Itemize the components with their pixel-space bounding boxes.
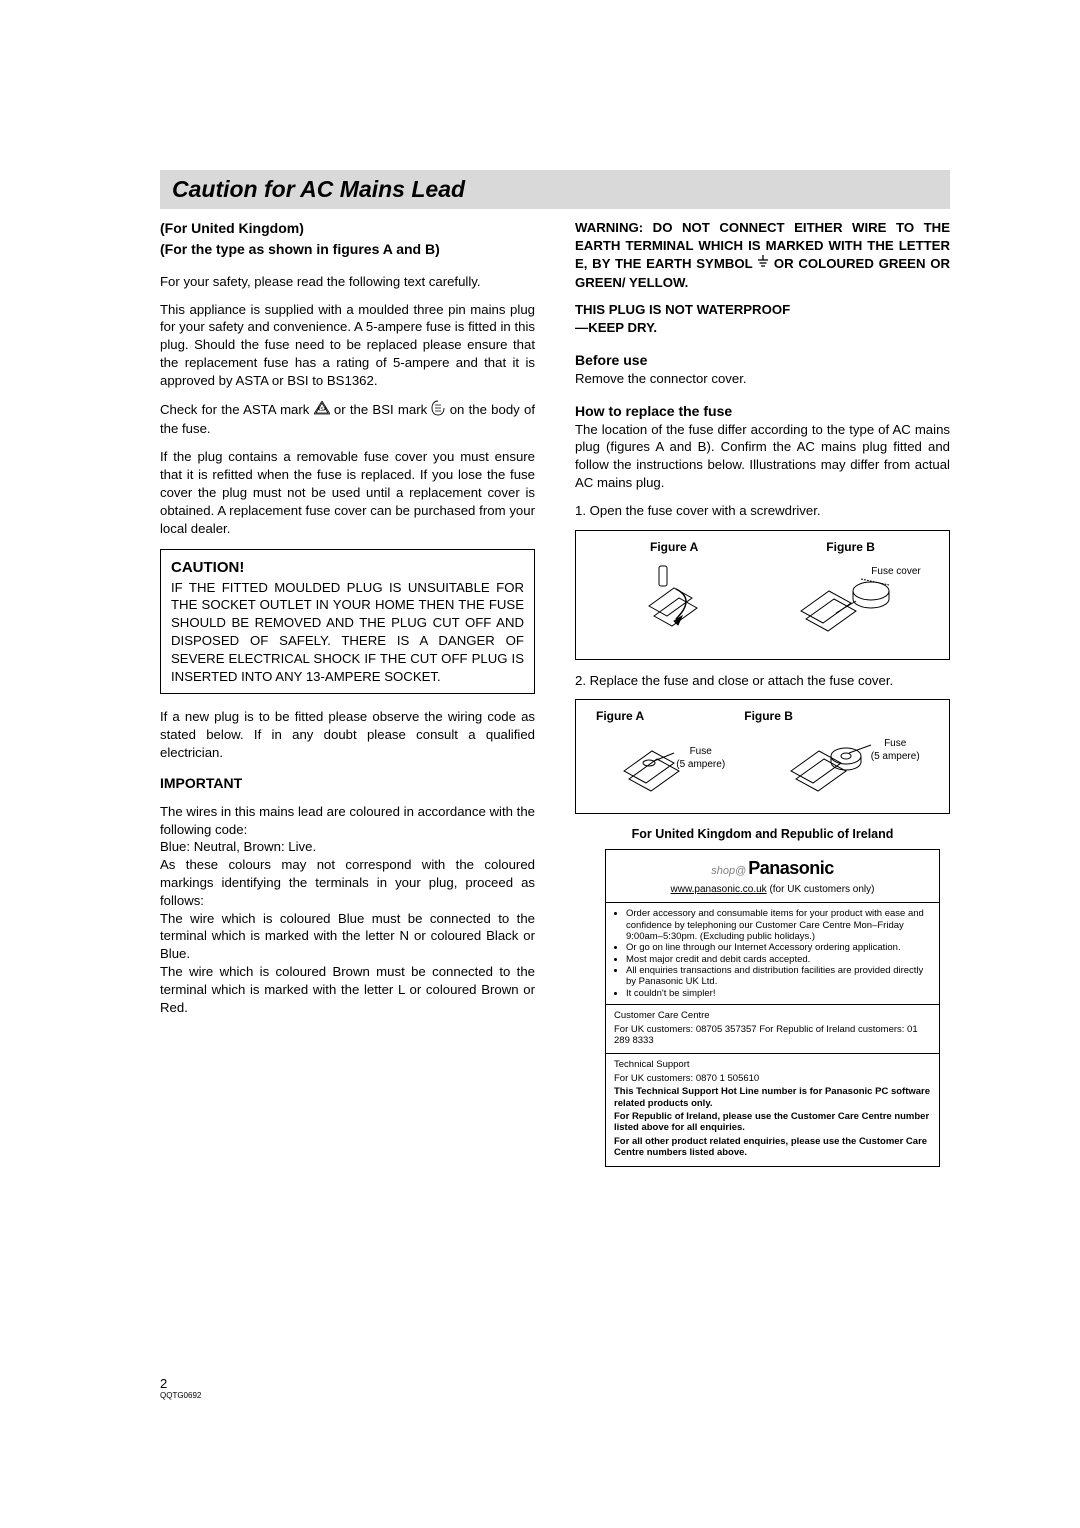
fig-a-label-2: Figure A <box>596 708 644 724</box>
list-item: Order accessory and consumable items for… <box>626 908 931 942</box>
para-notcorrespond: As these colours may not correspond with… <box>160 856 535 909</box>
before-use-heading: Before use <box>575 352 647 368</box>
caution-body: IF THE FITTED MOULDED PLUG IS UNSUITABLE… <box>171 580 524 684</box>
figure-box-2: Figure A Figure B Fuse (5 <box>575 699 950 814</box>
plug-figure-b2-icon: Fuse (5 ampere) <box>771 731 921 806</box>
right-column: WARNING: DO NOT CONNECT EITHER WIRE TO T… <box>575 219 950 1167</box>
replace-heading: How to replace the fuse <box>575 402 950 421</box>
bsi-mark-icon <box>431 400 445 421</box>
caution-box: CAUTION! IF THE FITTED MOULDED PLUG IS U… <box>160 549 535 694</box>
step-2: 2. Replace the fuse and close or attach … <box>575 672 950 690</box>
para-brown: The wire which is coloured Brown must be… <box>160 963 535 1016</box>
subtitle-1: (For United Kingdom) <box>160 219 535 238</box>
ts-heading: Technical Support <box>614 1059 931 1070</box>
ts-other: For all other product related enquiries,… <box>614 1136 931 1159</box>
list-item: Or go on line through our Internet Acces… <box>626 942 931 953</box>
ts-roi: For Republic of Ireland, please use the … <box>614 1111 931 1134</box>
step-1: 1. Open the fuse cover with a screwdrive… <box>575 502 950 520</box>
before-use-block: Before use Remove the connector cover. <box>575 351 950 388</box>
uk-ireland-heading: For United Kingdom and Republic of Irela… <box>575 826 950 843</box>
warning-block: WARNING: DO NOT CONNECT EITHER WIRE TO T… <box>575 219 950 291</box>
fig-a-label-1: Figure A <box>650 539 698 555</box>
para-check-mark: Check for the ASTA mark ASA or the BSI m… <box>160 400 535 439</box>
plug-dry-1: THIS PLUG IS NOT WATERPROOF <box>575 302 790 317</box>
info-box: shop@Panasonic www.panasonic.co.uk (for … <box>605 849 940 1166</box>
caution-title: CAUTION! <box>171 558 524 578</box>
fuse-cover-label: Fuse cover <box>871 565 920 579</box>
plug-figure-a2-icon: Fuse (5 ampere) <box>604 731 734 806</box>
list-item: It couldn't be simpler! <box>626 988 931 999</box>
ts-uk-number: For UK customers: 0870 1 505610 <box>614 1073 931 1084</box>
check-text-a: Check for the ASTA mark <box>160 402 314 417</box>
para-blue: The wire which is coloured Blue must be … <box>160 910 535 963</box>
left-column: (For United Kingdom) (For the type as sh… <box>160 219 535 1167</box>
list-item: Most major credit and debit cards accept… <box>626 954 931 965</box>
para-safety: For your safety, please read the followi… <box>160 273 535 291</box>
page-footer: 2 QQTG0692 <box>160 1376 201 1400</box>
fig-b-label-2: Figure B <box>744 708 793 724</box>
doc-code: QQTG0692 <box>160 1391 201 1400</box>
two-column-layout: (For United Kingdom) (For the type as sh… <box>160 219 950 1167</box>
tech-support-section: Technical Support For UK customers: 0870… <box>606 1053 939 1165</box>
figure-box-1: Figure A Figure B <box>575 530 950 660</box>
title-bar: Caution for AC Mains Lead <box>160 170 950 209</box>
fuse-label-a: Fuse (5 ampere) <box>676 745 725 772</box>
important-heading: IMPORTANT <box>160 774 535 793</box>
subtitle-2: (For the type as shown in figures A and … <box>160 240 535 259</box>
plug-figure-b1-icon: Fuse cover <box>771 561 921 651</box>
page-number: 2 <box>160 1376 201 1391</box>
check-text-b: or the BSI mark <box>334 402 432 417</box>
ts-hotline: This Technical Support Hot Line number i… <box>614 1086 931 1109</box>
plug-figure-a1-icon <box>604 561 734 651</box>
page-title: Caution for AC Mains Lead <box>172 176 938 203</box>
earth-symbol-icon <box>757 255 769 274</box>
list-item: All enquiries transactions and distribut… <box>626 965 931 988</box>
para-colours: Blue: Neutral, Brown: Live. <box>160 838 535 856</box>
replace-text: The location of the fuse differ accordin… <box>575 421 950 492</box>
before-use-text: Remove the connector cover. <box>575 371 747 386</box>
fig-b-label-1: Figure B <box>826 539 875 555</box>
plug-dry: THIS PLUG IS NOT WATERPROOF —KEEP DRY. <box>575 301 950 337</box>
customer-care-section: Customer Care Centre For UK customers: 0… <box>606 1004 939 1053</box>
para-new-plug: If a new plug is to be fitted please obs… <box>160 708 535 761</box>
para-wires: The wires in this mains lead are coloure… <box>160 803 535 839</box>
para-appliance: This appliance is supplied with a moulde… <box>160 301 535 390</box>
para-fuse-cover: If the plug contains a removable fuse co… <box>160 448 535 537</box>
subtitle-block: (For United Kingdom) (For the type as sh… <box>160 219 535 259</box>
svg-text:ASA: ASA <box>317 407 328 413</box>
info-head: shop@Panasonic www.panasonic.co.uk (for … <box>606 850 939 902</box>
website-url: www.panasonic.co.uk <box>671 884 767 895</box>
plug-dry-2: —KEEP DRY. <box>575 320 657 335</box>
ccc-numbers: For UK customers: 08705 357357 For Repub… <box>614 1024 931 1047</box>
info-bullets: Order accessory and consumable items for… <box>606 902 939 1004</box>
brand-logo: Panasonic <box>748 858 834 878</box>
shop-at-text: shop@ <box>711 865 746 877</box>
ccc-heading: Customer Care Centre <box>614 1010 931 1021</box>
asta-mark-icon: ASA <box>314 401 330 420</box>
url-suffix: (for UK customers only) <box>767 884 875 895</box>
fuse-label-b: Fuse (5 ampere) <box>871 737 920 764</box>
